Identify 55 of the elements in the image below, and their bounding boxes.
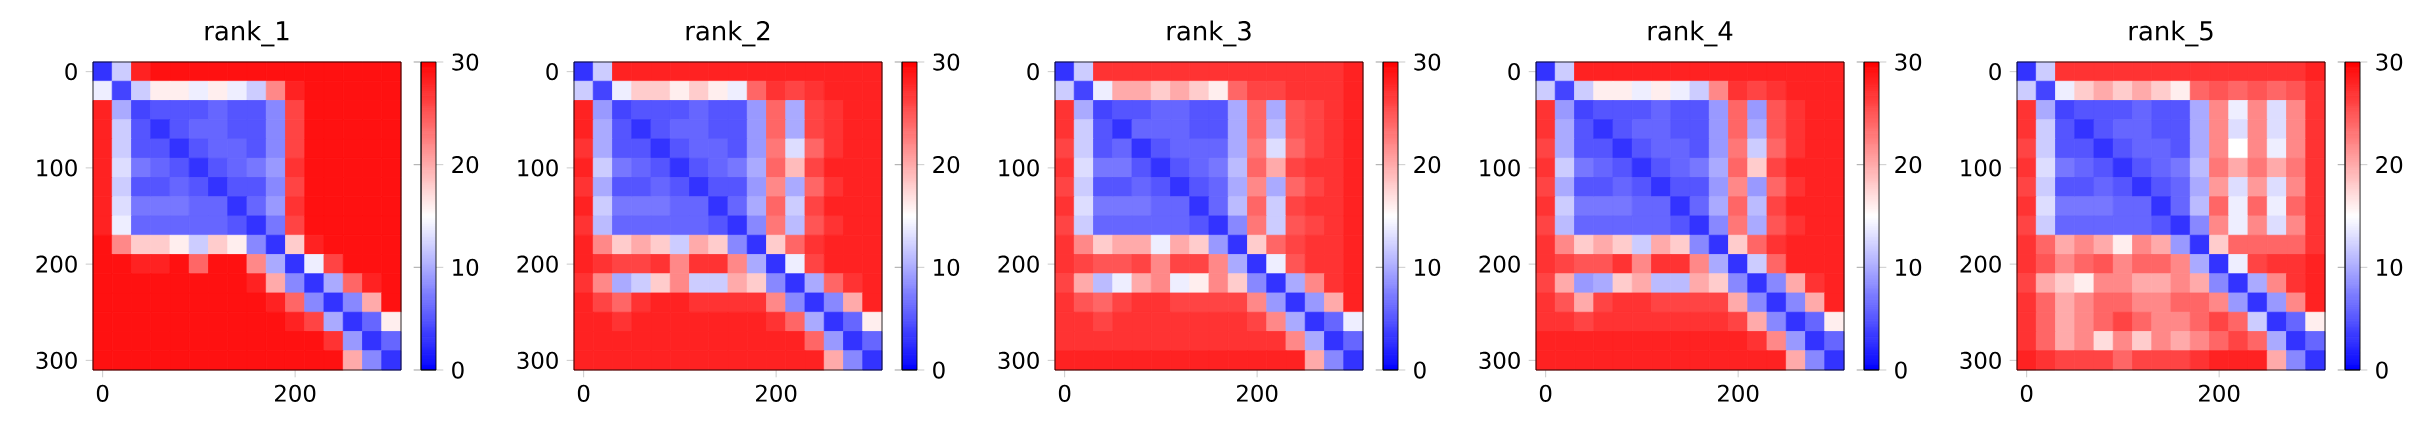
chart-title: rank_5 (2129, 20, 2213, 47)
y-tick-label: 300 (1960, 351, 2001, 370)
y-tick-label: 0 (1508, 63, 1520, 81)
x-tick-label: 0 (1539, 384, 1552, 402)
y-tick-label: 200 (998, 255, 1039, 273)
chart-title: rank_4 (1648, 20, 1733, 47)
y-tick-label: 200 (517, 255, 558, 273)
x-tick-label: 0 (1058, 384, 1071, 402)
chart-title: rank_2 (686, 20, 770, 47)
x-tick-label: 200 (1718, 384, 1759, 402)
color-bar-label: 20 (1414, 156, 1441, 174)
color-bar-label: 30 (452, 53, 479, 71)
y-tick-label: 200 (1479, 255, 1520, 273)
color-bar-label: 10 (1415, 258, 1441, 276)
color-bar-label: 0 (2376, 361, 2388, 379)
y-tick-label: 200 (36, 255, 77, 273)
color-bar-label: 10 (453, 258, 479, 276)
color-bar-label: 20 (2376, 156, 2403, 174)
y-tick-label: 100 (37, 159, 77, 177)
y-tick-label: 0 (65, 63, 77, 81)
x-tick-label: 200 (275, 384, 316, 402)
color-bar-label: 30 (2376, 53, 2403, 71)
y-tick-label: 100 (1480, 159, 1520, 177)
color-bar-label: 30 (1414, 53, 1441, 71)
y-tick-label: 100 (999, 159, 1039, 177)
x-tick-label: 0 (96, 384, 109, 402)
chart-title: rank_1 (205, 20, 289, 47)
color-bar-label: 0 (1895, 361, 1907, 379)
y-tick-label: 0 (1989, 63, 2001, 81)
y-tick-label: 100 (1961, 159, 2001, 177)
color-bar-label: 30 (1895, 53, 1922, 71)
color-bar-label: 0 (933, 361, 945, 379)
y-tick-label: 100 (518, 159, 558, 177)
x-tick-label: 0 (577, 384, 590, 402)
x-tick-label: 200 (2199, 384, 2240, 402)
y-tick-label: 0 (1027, 63, 1039, 81)
y-tick-label: 300 (998, 351, 1039, 370)
x-tick-label: 0 (2020, 384, 2033, 402)
y-tick-label: 300 (36, 351, 77, 370)
color-bar-label: 0 (452, 361, 464, 379)
color-bar-label: 30 (933, 53, 960, 71)
y-tick-label: 300 (517, 351, 558, 370)
color-bar-label: 20 (452, 156, 479, 174)
chart-title: rank_3 (1167, 20, 1251, 47)
y-tick-label: 300 (1479, 351, 1520, 370)
color-bar-label: 0 (1414, 361, 1426, 379)
color-bar-label: 10 (1896, 258, 1922, 276)
x-tick-label: 200 (756, 384, 797, 402)
color-bar-label: 10 (2377, 258, 2403, 276)
color-bar-label: 10 (934, 258, 960, 276)
color-bar-label: 20 (1895, 156, 1922, 174)
y-tick-label: 0 (546, 63, 558, 81)
x-tick-label: 200 (1237, 384, 1278, 402)
color-bar-label: 20 (933, 156, 960, 174)
y-tick-label: 200 (1960, 255, 2001, 273)
